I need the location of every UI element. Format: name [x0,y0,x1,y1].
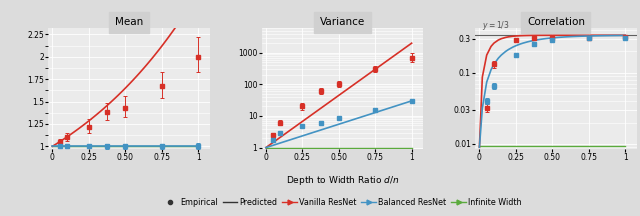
Title: Mean: Mean [115,17,143,27]
Title: Correlation: Correlation [527,17,585,27]
Text: $y = 1/3$: $y = 1/3$ [483,19,510,32]
Title: Variance: Variance [320,17,365,27]
Legend: Empirical, Predicted, Vanilla ResNet, Balanced ResNet, Infinite Width: Empirical, Predicted, Vanilla ResNet, Ba… [160,194,525,210]
Text: Depth to Width Ratio $d/n$: Depth to Width Ratio $d/n$ [285,174,399,187]
